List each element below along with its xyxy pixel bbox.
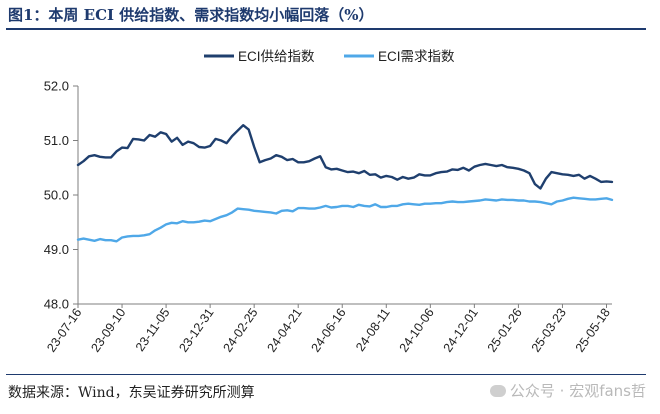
x-tick-label: 24-12-01 — [441, 306, 481, 355]
legend-label: ECI需求指数 — [378, 49, 455, 64]
x-tick-label: 25-01-26 — [485, 306, 525, 355]
source-note: 数据来源：Wind，东吴证券研究所测算 — [8, 385, 255, 401]
x-tick-label: 24-10-06 — [397, 306, 437, 355]
series-line-demand — [76, 196, 614, 243]
series-line-supply — [76, 123, 614, 190]
x-tick-label: 24-04-21 — [264, 306, 304, 355]
watermark-text: 公众号 · 宏观fans哲 — [509, 382, 646, 400]
x-tick-label: 23-12-31 — [176, 306, 216, 355]
y-tick-label: 52.0 — [44, 79, 69, 94]
y-tick-label: 50.0 — [44, 188, 69, 203]
y-tick-label: 51.0 — [44, 133, 69, 148]
x-tick-label: 25-03-23 — [529, 306, 569, 355]
x-axis: 23-07-16 23-09-10 23-11-05 23-12-31 24-02-25… — [44, 303, 613, 355]
footer-rule — [6, 374, 646, 375]
x-tick-label: 24-02-25 — [220, 306, 260, 355]
y-axis: 52.0 51.0 50.0 49.0 48.0 — [44, 79, 79, 312]
x-tick-label: 23-09-10 — [88, 306, 128, 355]
legend-label: ECI供给指数 — [238, 49, 315, 64]
x-tick-label: 24-06-16 — [309, 306, 349, 355]
series-group — [76, 123, 614, 243]
x-tick-label: 25-05-18 — [573, 306, 613, 355]
chart-title: 图1：本周 ECI 供给指数、需求指数均小幅回落（%） — [8, 6, 374, 24]
line-chart: ECI供给指数 ECI需求指数 52.0 51.0 50.0 49.0 48.0 23-0… — [44, 49, 614, 355]
watermark: 公众号 · 宏观fans哲 — [489, 380, 646, 401]
wechat-icon — [489, 385, 506, 397]
x-tick-label: 23-11-05 — [133, 306, 173, 354]
x-tick-label: 23-07-16 — [44, 306, 84, 355]
legend: ECI供给指数 ECI需求指数 — [204, 49, 455, 64]
title-rule — [6, 28, 646, 30]
y-tick-label: 48.0 — [44, 297, 69, 312]
y-tick-label: 49.0 — [44, 242, 69, 257]
x-tick-label: 24-08-11 — [353, 306, 393, 354]
